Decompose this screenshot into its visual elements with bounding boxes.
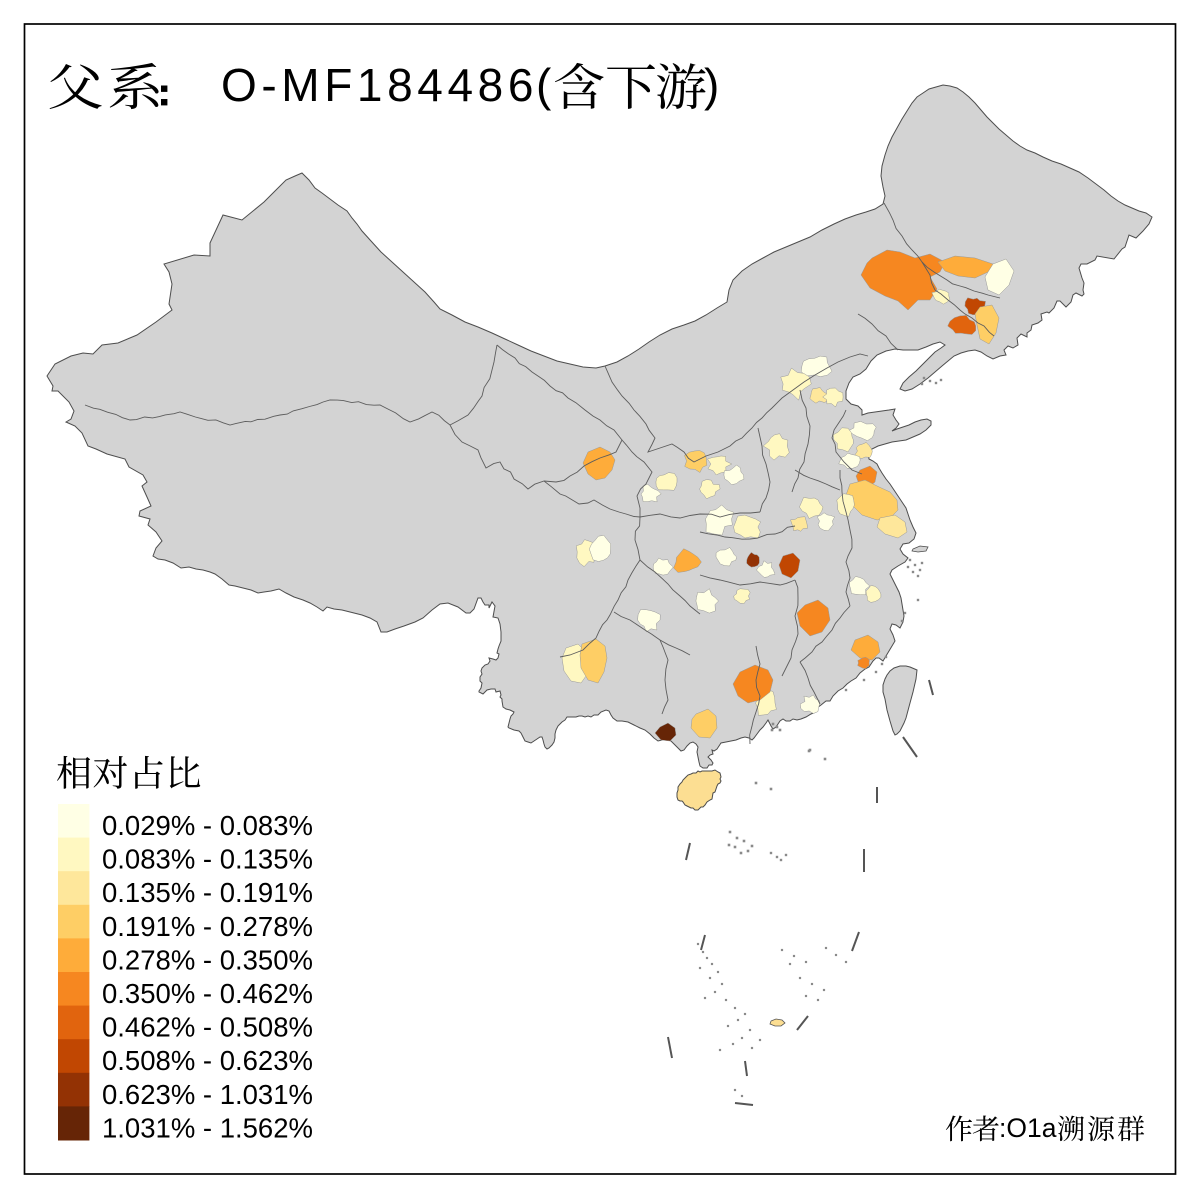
svg-text:1.031% - 1.562%: 1.031% - 1.562% xyxy=(102,1112,313,1143)
svg-text:0.029% - 0.083%: 0.029% - 0.083% xyxy=(102,810,313,841)
svg-text:0.278% - 0.350%: 0.278% - 0.350% xyxy=(102,944,313,975)
svg-text:0.191% - 0.278%: 0.191% - 0.278% xyxy=(102,911,313,942)
svg-text:): ) xyxy=(704,59,719,111)
svg-text:0.083% - 0.135%: 0.083% - 0.135% xyxy=(102,844,313,875)
svg-text:0.508% - 0.623%: 0.508% - 0.623% xyxy=(102,1045,313,1076)
svg-text:O-MF184486: O-MF184486 xyxy=(221,59,538,111)
svg-text:0.462% - 0.508%: 0.462% - 0.508% xyxy=(102,1012,313,1043)
svg-text:0.623% - 1.031%: 0.623% - 1.031% xyxy=(102,1079,313,1110)
svg-text::O1a: :O1a xyxy=(999,1113,1057,1143)
svg-text:0.135% - 0.191%: 0.135% - 0.191% xyxy=(102,877,313,908)
svg-text:0.350% - 0.462%: 0.350% - 0.462% xyxy=(102,978,313,1009)
svg-text:(: ( xyxy=(536,59,552,111)
